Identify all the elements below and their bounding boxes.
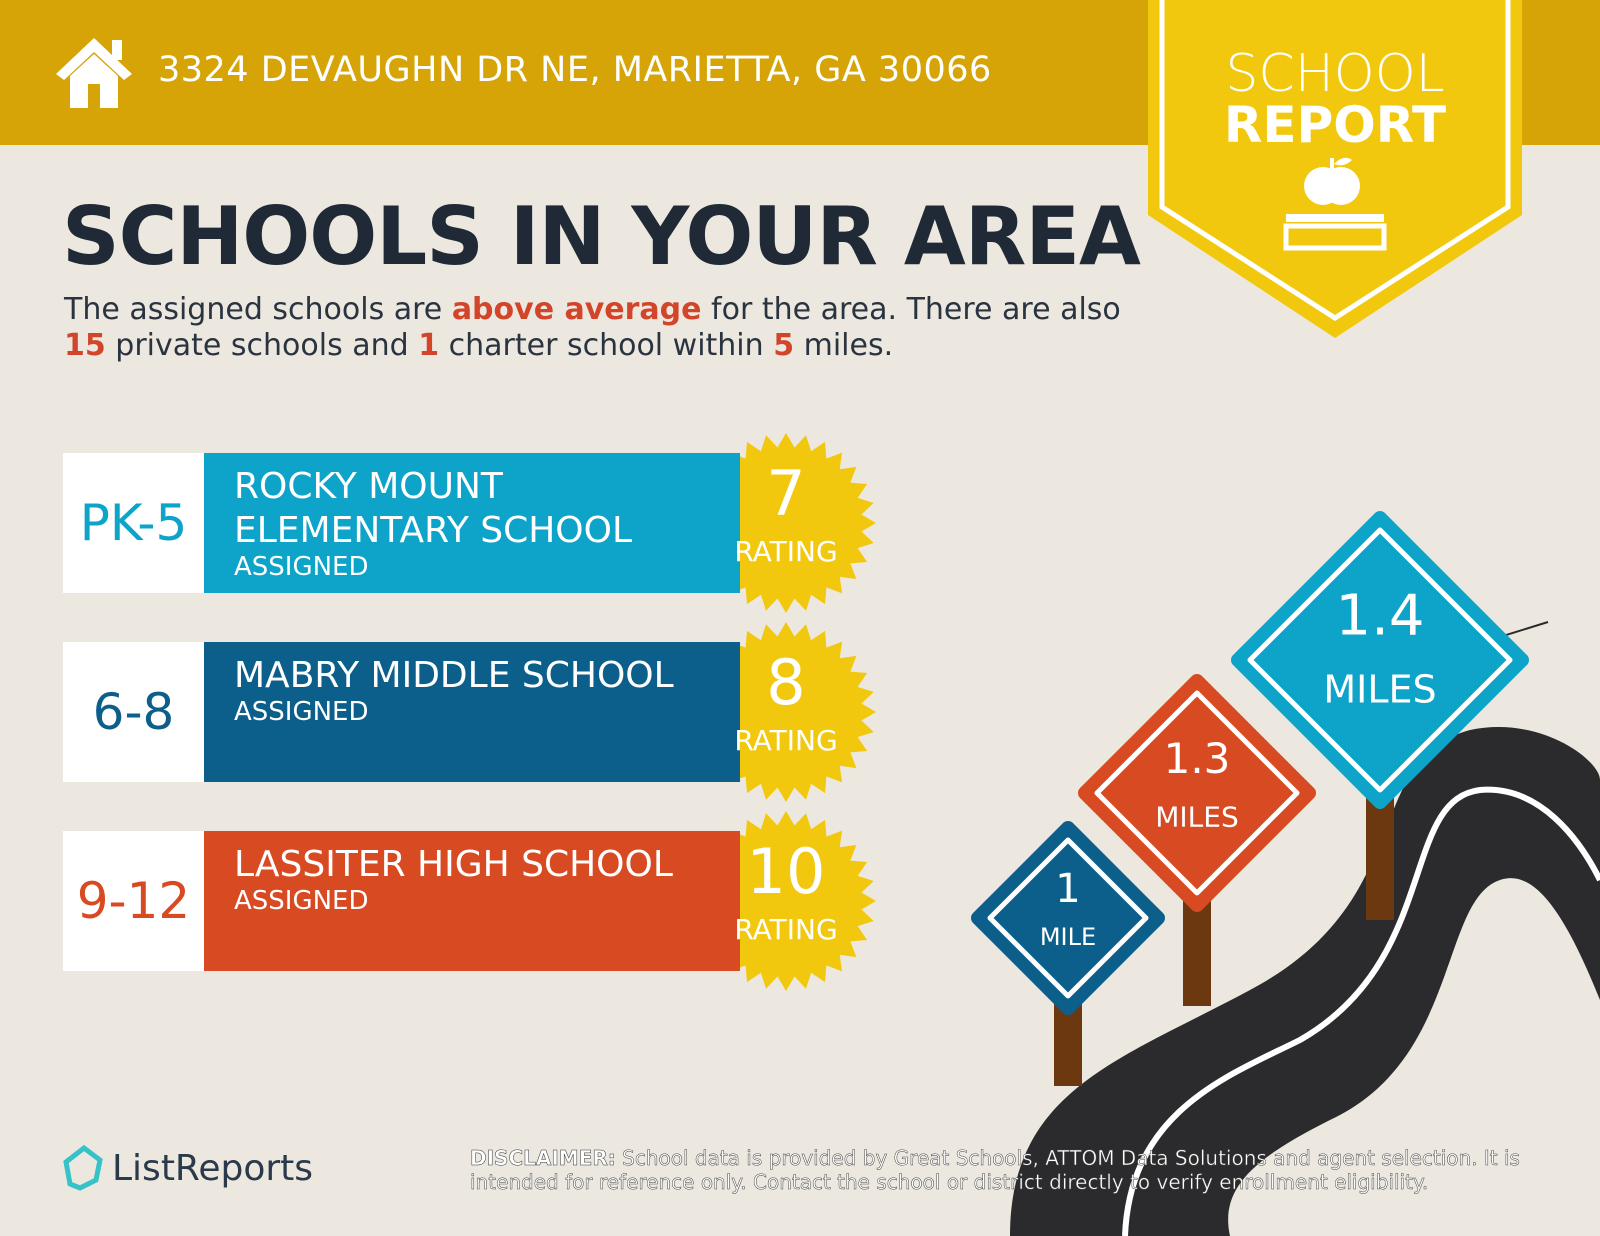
summary-text: charter school within <box>439 328 774 363</box>
summary-highlight: 1 <box>418 328 440 363</box>
school-bar: MABRY MIDDLE SCHOOL ASSIGNED <box>204 642 740 782</box>
sign-outline <box>1247 527 1513 793</box>
school-name: LASSITER HIGH SCHOOL <box>234 844 673 885</box>
badge-outline <box>1159 0 1511 321</box>
rating-label: RATING <box>734 913 838 946</box>
listreports-logo <box>63 1144 103 1191</box>
badge-title: REPORT <box>1223 96 1447 154</box>
summary-text: private schools and <box>105 328 419 363</box>
sign-distance: 1.4 <box>1335 583 1424 648</box>
sign <box>1078 674 1316 912</box>
school-name: MABRY MIDDLE SCHOOL <box>234 655 674 696</box>
sign-unit: MILES <box>1155 801 1238 834</box>
school-bar: ROCKY MOUNT ELEMENTARY SCHOOL ASSIGNED <box>204 453 740 593</box>
rating: 8 <box>766 646 806 719</box>
disclaimer-text: School data is provided by Great Schools… <box>470 1146 1520 1195</box>
grade-box: 9-12 <box>63 831 204 971</box>
rating-badge <box>696 622 876 802</box>
sign-distance: 1.3 <box>1164 734 1231 783</box>
school-status: ASSIGNED <box>234 697 369 727</box>
grade-box: PK-5 <box>63 453 204 593</box>
summary-text: The assigned schools are <box>64 292 452 327</box>
rating-label: RATING <box>734 535 838 568</box>
summary-text: miles. <box>794 328 894 363</box>
grade-box: 6-8 <box>63 642 204 782</box>
sign <box>971 821 1165 1015</box>
summary: The assigned schools are above average f… <box>64 292 1124 364</box>
summary-highlight: 5 <box>773 328 795 363</box>
school-bar: LASSITER HIGH SCHOOL ASSIGNED <box>204 831 740 971</box>
summary-highlight: above average <box>451 292 702 327</box>
apple-book-icon <box>1283 157 1387 251</box>
heading: SCHOOLS IN YOUR AREA <box>62 190 1141 283</box>
sign-distance: 1 <box>1055 866 1080 912</box>
sign-unit: MILE <box>1040 923 1096 951</box>
rating: 10 <box>746 835 826 908</box>
sign-unit: MILES <box>1323 668 1436 712</box>
summary-highlight: 15 <box>64 328 106 363</box>
brand: ListReports <box>112 1148 314 1189</box>
disclaimer-label: DISCLAIMER: <box>470 1146 616 1171</box>
badge-title: SCHOOL <box>1225 44 1445 104</box>
sign <box>1231 511 1529 809</box>
disclaimer: DISCLAIMER: School data is provided by G… <box>470 1146 1550 1195</box>
school-status: ASSIGNED <box>234 552 369 582</box>
sign-outline <box>987 837 1149 999</box>
rating: 7 <box>766 457 806 530</box>
address: 3324 DEVAUGHN DR NE, MARIETTA, GA 30066 <box>158 50 992 90</box>
rating-badge <box>696 811 876 991</box>
rating-label: RATING <box>734 724 838 757</box>
school-status: ASSIGNED <box>234 886 369 916</box>
summary-text: for the area. There are also <box>701 292 1121 327</box>
house-icon <box>56 38 132 108</box>
sign-outline <box>1094 690 1300 896</box>
school-name: ROCKY MOUNT ELEMENTARY SCHOOL <box>234 466 633 551</box>
rating-badge <box>696 433 876 613</box>
